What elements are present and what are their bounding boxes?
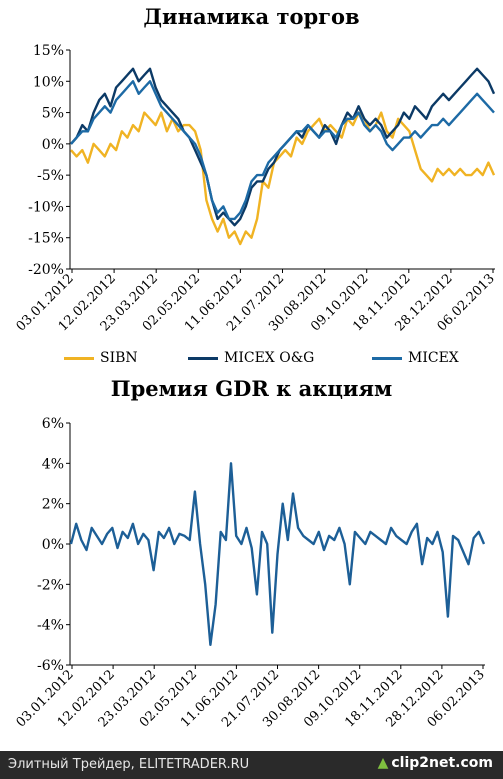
legend-swatch-micex-og bbox=[188, 356, 218, 360]
chart2-x-tick-label: 28.12.2012 bbox=[383, 667, 446, 730]
legend-item-micex: MICEX bbox=[372, 350, 459, 370]
chart2-y-tick-label: 4% bbox=[42, 456, 64, 472]
legend-item-micex-og: MICEX O&G bbox=[188, 350, 314, 370]
chart1-series-line-micex bbox=[70, 80, 495, 221]
chart1-y-tick-label: 10% bbox=[33, 74, 64, 90]
chart2-y-tick-label: 6% bbox=[42, 416, 64, 432]
chart1-y-tick-label: 15% bbox=[33, 43, 64, 59]
chart1-y-tick-label: -10% bbox=[28, 199, 64, 215]
chart2-y-tick-label: 0% bbox=[42, 537, 64, 553]
chart2-y-tick-label: 2% bbox=[42, 497, 64, 513]
legend-label-micex-og: MICEX O&G bbox=[224, 350, 315, 366]
chart2-x-tick-label: 23.03.2012 bbox=[96, 667, 159, 730]
chart-title-trading: Динамика торгов bbox=[143, 4, 360, 29]
chart2-x-tick-label: 18.11.2012 bbox=[342, 667, 405, 730]
chart1-y-tick-label: 0% bbox=[42, 137, 64, 153]
chart2-x-tick-label: 30.08.2012 bbox=[260, 667, 323, 730]
chart2-x-tick-label: 02.05.2012 bbox=[137, 667, 200, 730]
chart2-y-tick-label: -4% bbox=[37, 618, 64, 634]
chart2-x-tick-label: 12.02.2012 bbox=[55, 667, 118, 730]
chart2-x-tick-label: 03.01.2012 bbox=[14, 667, 77, 730]
chart2-x-tick-label: 11.06.2012 bbox=[178, 667, 241, 730]
legend-label-sibn: SIBN bbox=[100, 350, 138, 366]
chart2-y-tick-label: -6% bbox=[37, 658, 64, 674]
chart2-x-tick-label: 21.07.2012 bbox=[219, 667, 282, 730]
legend-label-micex: MICEX bbox=[408, 350, 459, 366]
chart2-series-line-premium bbox=[69, 462, 486, 646]
chart1-series-line-sibn bbox=[70, 111, 496, 246]
footer-source: Элитный Трейдер, ELITETRADER.RU bbox=[8, 757, 250, 772]
legend-item-sibn: SIBN bbox=[64, 350, 138, 370]
chart1-y-tick-label: -20% bbox=[28, 262, 64, 278]
upload-arrow-icon: ▲ bbox=[377, 755, 389, 771]
chart2-x-tick-label: 09.10.2012 bbox=[301, 667, 364, 730]
chart-title-gdr-premium: Премия GDR к акциям bbox=[110, 376, 393, 401]
chart2-x-tick-label: 06.02.2013 bbox=[425, 667, 488, 730]
legend-swatch-micex bbox=[372, 356, 402, 360]
chart2-y-tick-label: -2% bbox=[37, 577, 64, 593]
chart1-y-tick-label: -15% bbox=[28, 231, 64, 247]
clip2net-logo-text: clip2net.com bbox=[391, 755, 493, 771]
chart1-y-tick-label: 5% bbox=[42, 106, 64, 122]
footer-bar: Элитный Трейдер, ELITETRADER.RU ▲ clip2ne… bbox=[0, 751, 503, 779]
chart1-y-tick-label: -5% bbox=[37, 168, 64, 184]
trading-dynamics-chart: 15%10%5%0%-5%-10%-15%-20%03.01.201212.02… bbox=[14, 43, 498, 334]
legend-swatch-sibn bbox=[64, 356, 94, 360]
clip2net-logo[interactable]: ▲ clip2net.com bbox=[378, 755, 493, 771]
